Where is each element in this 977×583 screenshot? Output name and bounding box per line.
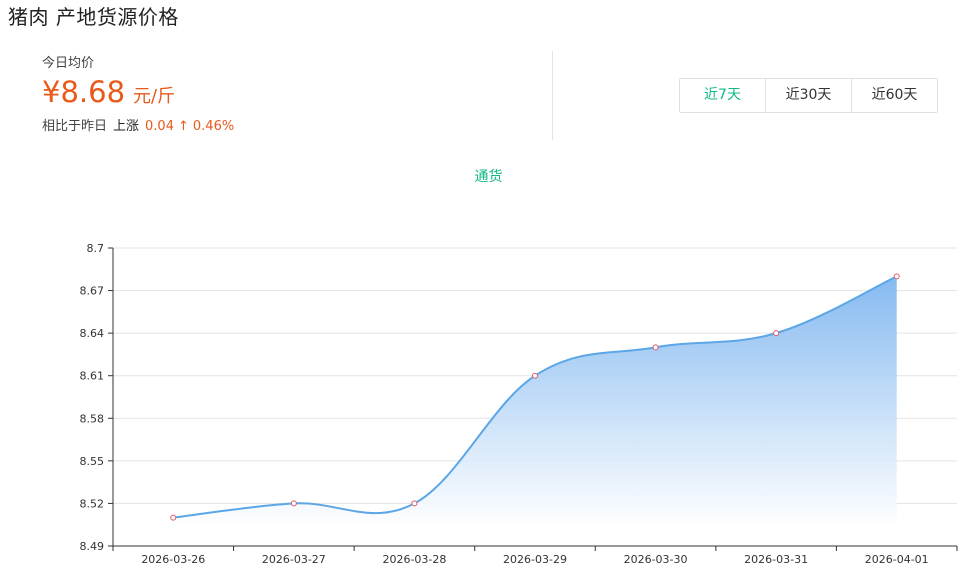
- change-direction: 上涨: [113, 119, 140, 134]
- y-tick-label: 8.7: [87, 242, 105, 255]
- data-point: [893, 273, 900, 280]
- y-tick-label: 8.67: [80, 285, 105, 298]
- x-tick-label: 2026-04-01: [865, 553, 929, 566]
- y-tick-label: 8.55: [80, 455, 105, 468]
- arrow-up-icon: ↑: [177, 119, 189, 134]
- y-tick-label: 8.52: [80, 497, 105, 510]
- compare-label: 相比于昨日: [42, 119, 108, 134]
- x-tick-label: 2026-03-28: [382, 553, 446, 566]
- channel-filter-tongguo[interactable]: 通货: [0, 166, 977, 186]
- price-summary: 今日均价 ¥8.68 元/斤 相比于昨日 上涨 0.04 ↑ 0.46%: [42, 52, 542, 134]
- y-tick-label: 8.58: [80, 412, 105, 425]
- x-tick-label: 2026-03-26: [141, 553, 205, 566]
- data-point: [411, 500, 418, 507]
- tab-7-days[interactable]: 近7天: [680, 79, 766, 112]
- data-point: [773, 330, 780, 337]
- channel-label[interactable]: 通货: [474, 169, 503, 185]
- price-unit: 元/斤: [133, 86, 176, 107]
- price-row: ¥8.68 元/斤: [42, 75, 542, 109]
- price-chart-svg: 8.49 8.52 8.55 8.58 8.61 8.64 8.67 8.7 2026-03-2…: [80, 242, 958, 566]
- x-tick-label: 2026-03-30: [624, 553, 688, 566]
- data-point: [532, 372, 538, 379]
- price-area: [173, 276, 897, 528]
- summary-divider: [552, 51, 553, 140]
- page-title-text: 猪肉 产地货源价格: [8, 5, 179, 29]
- data-point: [290, 500, 297, 507]
- tab-30-days[interactable]: 近30天: [766, 79, 852, 112]
- range-tabs: 近7天 近30天 近60天: [679, 78, 938, 113]
- y-tick-label: 8.61: [80, 370, 105, 383]
- change-row: 相比于昨日 上涨 0.04 ↑ 0.46%: [42, 115, 542, 134]
- tab-60-days[interactable]: 近60天: [852, 79, 937, 112]
- x-tick-label: 2026-03-31: [744, 553, 808, 566]
- change-amount: 0.04: [145, 119, 174, 134]
- data-point: [170, 514, 177, 521]
- page-title: 猪肉 产地货源价格: [7, 4, 180, 30]
- title-block: 猪肉 产地货源价格: [7, 4, 180, 30]
- price-chart: 8.49 8.52 8.55 8.58 8.61 8.64 8.67 8.7 2026-03-2…: [0, 235, 977, 583]
- x-tick-label: 2026-03-27: [262, 553, 326, 566]
- avg-price-value: ¥8.68: [42, 75, 126, 109]
- avg-price-label: 今日均价: [42, 56, 95, 71]
- y-tick-label: 8.49: [80, 540, 105, 553]
- data-point: [652, 344, 659, 351]
- change-percent: 0.46%: [192, 119, 235, 134]
- y-tick-label: 8.64: [80, 327, 105, 340]
- x-tick-label: 2026-03-29: [503, 553, 567, 566]
